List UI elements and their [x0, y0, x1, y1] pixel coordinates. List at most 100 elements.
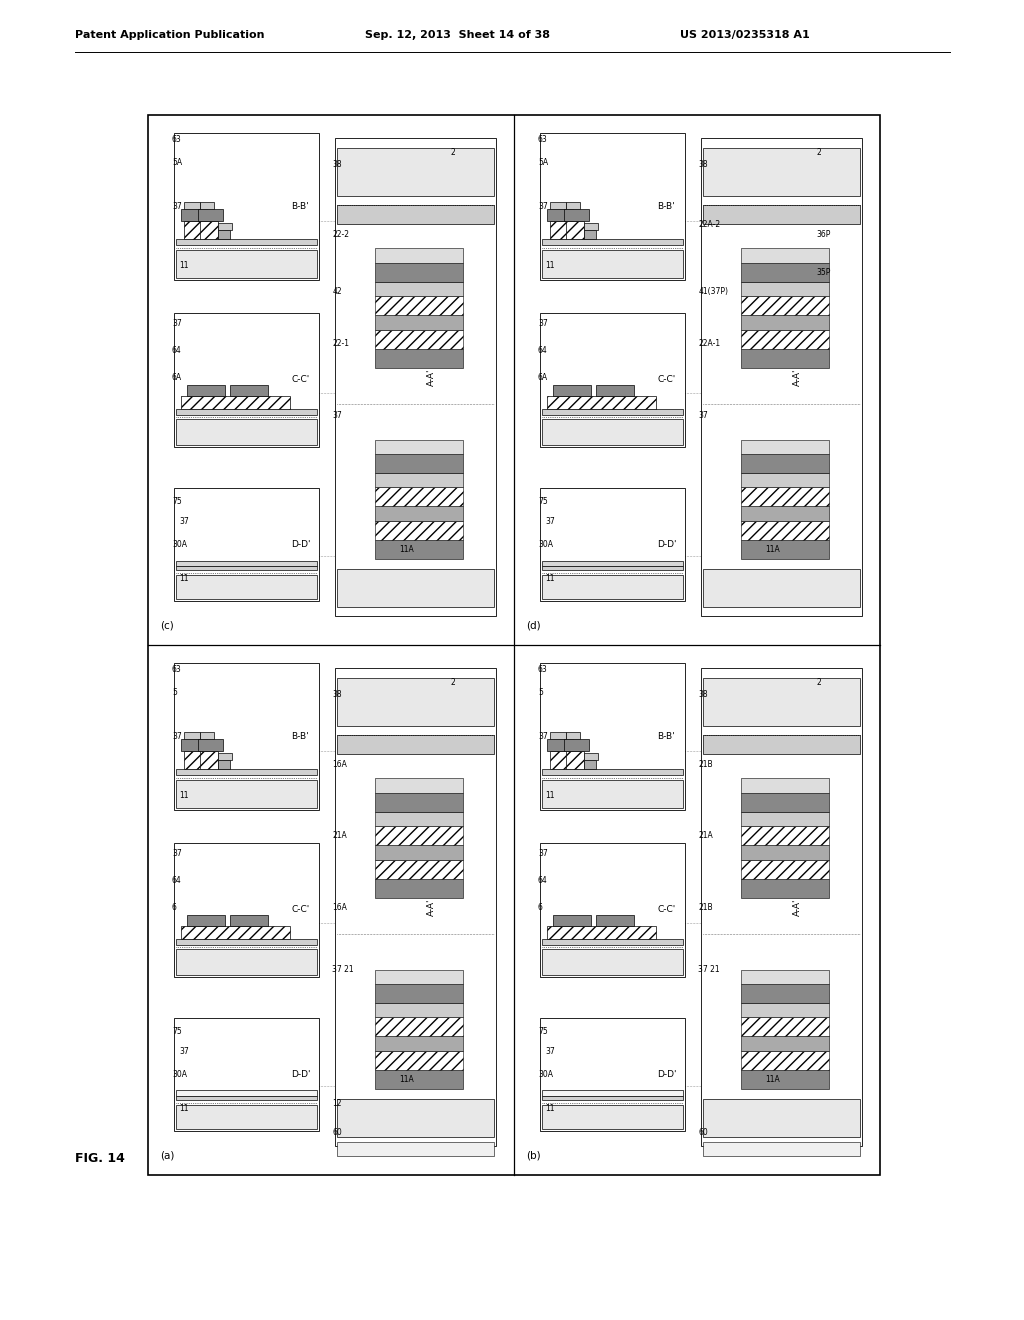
- Bar: [176, 239, 317, 244]
- Text: 38: 38: [698, 690, 709, 700]
- Text: 37: 37: [545, 517, 555, 527]
- Bar: [702, 1098, 859, 1137]
- Text: 22A-2: 22A-2: [698, 220, 721, 228]
- Bar: [375, 1018, 463, 1036]
- Text: 6A: 6A: [172, 372, 182, 381]
- Bar: [176, 940, 317, 945]
- Text: 75: 75: [172, 1027, 181, 1036]
- Bar: [542, 940, 683, 945]
- Bar: [176, 1090, 317, 1096]
- Bar: [375, 440, 463, 454]
- Text: 21A: 21A: [698, 832, 714, 841]
- Bar: [740, 487, 829, 507]
- Text: 64: 64: [172, 876, 181, 886]
- Bar: [174, 1018, 319, 1131]
- Text: 11: 11: [179, 1104, 188, 1113]
- Bar: [553, 915, 591, 927]
- Bar: [181, 739, 207, 751]
- Text: 37 21: 37 21: [698, 965, 720, 974]
- Bar: [375, 473, 463, 487]
- Bar: [542, 561, 683, 566]
- Bar: [566, 751, 585, 768]
- Bar: [174, 133, 319, 280]
- Bar: [375, 970, 463, 983]
- Text: 5A: 5A: [172, 158, 182, 168]
- Text: 38: 38: [698, 160, 709, 169]
- Bar: [375, 330, 463, 348]
- Bar: [596, 385, 634, 396]
- Text: 21A: 21A: [333, 832, 347, 841]
- Bar: [184, 222, 205, 239]
- Text: 21B: 21B: [698, 903, 713, 912]
- Text: 11A: 11A: [765, 545, 779, 554]
- Bar: [542, 768, 683, 775]
- Bar: [375, 282, 463, 296]
- Bar: [200, 733, 214, 739]
- Bar: [176, 566, 317, 570]
- Bar: [337, 148, 494, 195]
- Text: FIG. 14: FIG. 14: [75, 1151, 125, 1164]
- Bar: [542, 239, 683, 244]
- Text: 42: 42: [333, 286, 342, 296]
- Text: (a): (a): [160, 1150, 174, 1160]
- Text: 41(37P): 41(37P): [698, 286, 728, 296]
- Text: 37: 37: [538, 202, 548, 211]
- Text: 22A-1: 22A-1: [698, 339, 721, 348]
- Text: 37: 37: [333, 411, 342, 420]
- Text: 2: 2: [451, 678, 456, 688]
- Bar: [740, 793, 829, 812]
- Bar: [176, 1096, 317, 1101]
- Bar: [740, 1003, 829, 1018]
- Text: 37: 37: [179, 517, 188, 527]
- Text: 75: 75: [538, 498, 548, 506]
- Bar: [566, 222, 585, 239]
- Bar: [375, 263, 463, 282]
- Bar: [176, 949, 317, 974]
- Bar: [564, 210, 589, 222]
- Bar: [550, 222, 570, 239]
- Bar: [740, 330, 829, 348]
- Bar: [375, 521, 463, 540]
- Bar: [375, 248, 463, 263]
- Bar: [584, 760, 596, 768]
- Bar: [542, 1105, 683, 1129]
- Text: 11: 11: [545, 791, 555, 800]
- Bar: [740, 1071, 829, 1089]
- Bar: [540, 663, 685, 809]
- Bar: [375, 1003, 463, 1018]
- Bar: [566, 202, 581, 210]
- Text: Patent Application Publication: Patent Application Publication: [75, 30, 264, 40]
- Bar: [740, 879, 829, 898]
- Text: D-D': D-D': [291, 540, 310, 549]
- Text: 60: 60: [333, 1127, 342, 1137]
- Bar: [335, 668, 496, 1147]
- Bar: [230, 385, 268, 396]
- Bar: [176, 249, 317, 277]
- Text: 5A: 5A: [538, 158, 548, 168]
- Bar: [181, 210, 207, 222]
- Bar: [217, 760, 229, 768]
- Text: A-A': A-A': [427, 368, 435, 387]
- Text: C-C': C-C': [657, 375, 675, 384]
- Text: B-B': B-B': [657, 733, 675, 741]
- Bar: [176, 768, 317, 775]
- Text: 75: 75: [172, 498, 181, 506]
- Bar: [184, 733, 201, 739]
- Bar: [540, 488, 685, 601]
- Text: 11: 11: [179, 574, 188, 583]
- Text: 37: 37: [698, 411, 709, 420]
- Bar: [547, 927, 656, 940]
- Bar: [375, 315, 463, 330]
- Text: D-D': D-D': [657, 540, 677, 549]
- Text: 37: 37: [172, 733, 181, 741]
- Text: 75: 75: [538, 1027, 548, 1036]
- Text: A-A': A-A': [427, 899, 435, 916]
- Bar: [740, 1036, 829, 1051]
- Bar: [542, 1090, 683, 1096]
- Bar: [375, 845, 463, 859]
- Text: C-C': C-C': [291, 375, 309, 384]
- Text: 37: 37: [179, 1047, 188, 1056]
- Text: 6A: 6A: [538, 372, 548, 381]
- Bar: [740, 263, 829, 282]
- Bar: [553, 385, 591, 396]
